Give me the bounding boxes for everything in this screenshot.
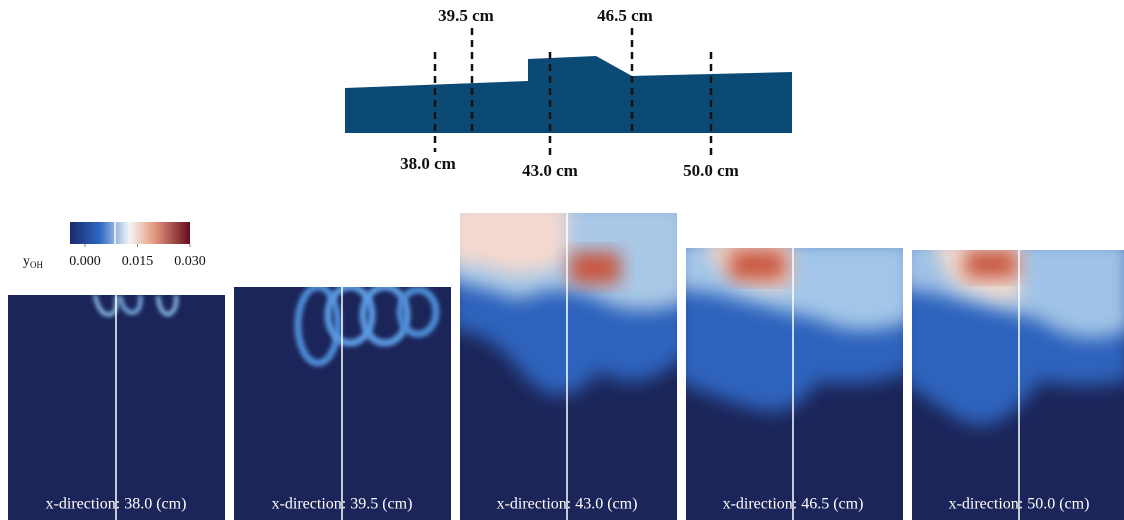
colorbar-tick-label: 0.000 bbox=[69, 254, 101, 269]
figure: 39.5 cm 46.5 cm 38.0 cm 43.0 cm 50.0 cm … bbox=[0, 0, 1124, 520]
section-label: 43.0 cm bbox=[522, 161, 578, 180]
colorbar-label: yOH bbox=[23, 254, 43, 270]
panel-caption: x-direction: 50.0 (cm) bbox=[949, 496, 1090, 513]
section-label: 50.0 cm bbox=[683, 161, 739, 180]
section-label: 39.5 cm bbox=[438, 6, 494, 25]
colorbar-gradient bbox=[70, 222, 190, 244]
panel bbox=[676, 240, 913, 520]
panel-caption: x-direction: 43.0 (cm) bbox=[497, 496, 638, 513]
colorbar-label-sub: OH bbox=[30, 260, 43, 270]
panel bbox=[450, 200, 690, 520]
schematic: 39.5 cm 46.5 cm 38.0 cm 43.0 cm 50.0 cm bbox=[345, 6, 792, 180]
colorbar-tick-label: 0.030 bbox=[174, 254, 206, 269]
channel-shape bbox=[345, 56, 792, 133]
section-label: 38.0 cm bbox=[400, 154, 456, 173]
colorbar-label-main: y bbox=[23, 254, 30, 269]
panel-caption: x-direction: 38.0 (cm) bbox=[46, 496, 187, 513]
panel bbox=[900, 240, 1124, 520]
section-label: 46.5 cm bbox=[597, 6, 653, 25]
colorbar-tick-label: 0.015 bbox=[122, 254, 154, 269]
panel-caption: x-direction: 46.5 (cm) bbox=[723, 496, 864, 513]
colorbar: yOH 0.000 0.015 0.030 bbox=[23, 222, 206, 270]
panel-caption: x-direction: 39.5 (cm) bbox=[272, 496, 413, 513]
